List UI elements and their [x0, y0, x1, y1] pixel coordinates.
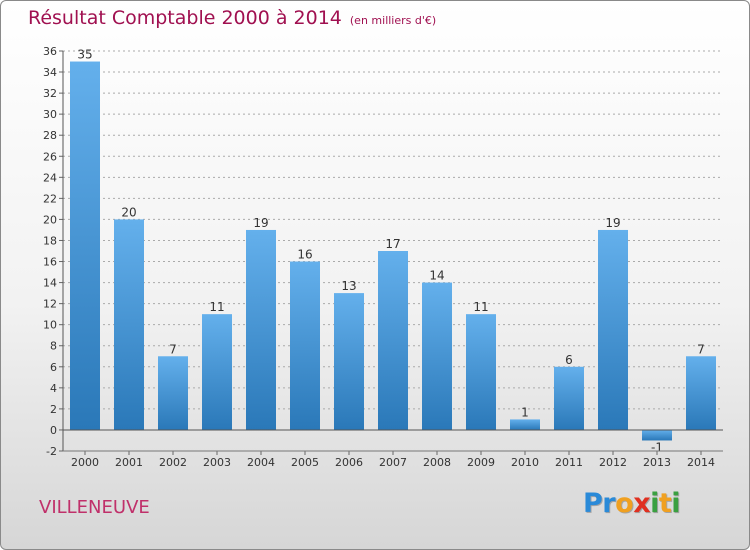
y-tick-label: 24	[43, 171, 57, 184]
logo-letter: t	[658, 488, 672, 519]
x-tick-label: 2014	[687, 456, 715, 469]
bar	[422, 282, 452, 430]
data-label: 20	[121, 205, 136, 219]
bar	[290, 261, 320, 430]
x-tick-label: 2008	[423, 456, 451, 469]
bar	[598, 229, 628, 430]
x-tick-label: 2007	[379, 456, 407, 469]
logo-letter: r	[602, 488, 616, 519]
y-tick-label: 32	[43, 87, 57, 100]
chart-title: Résultat Comptable 2000 à 2014	[28, 7, 342, 29]
y-tick-label: 14	[43, 277, 57, 290]
data-label: 1	[521, 405, 529, 419]
y-tick-label: 30	[43, 108, 57, 121]
bar	[642, 429, 672, 441]
x-tick-label: 2010	[511, 456, 539, 469]
location-label: VILLENEUVE	[39, 497, 150, 518]
bar	[202, 314, 232, 430]
y-tick-label: 2	[50, 403, 57, 416]
y-tick-label: 22	[43, 192, 57, 205]
data-label: 11	[209, 300, 224, 314]
data-label: 19	[605, 216, 620, 230]
data-label: 13	[341, 279, 356, 293]
logo-letter: o	[615, 488, 634, 519]
logo-letter: x	[633, 488, 651, 519]
x-tick-label: 2000	[71, 456, 99, 469]
bar	[70, 61, 100, 430]
logo-letter: P	[583, 488, 603, 519]
bar	[246, 229, 276, 430]
y-tick-label: 26	[43, 150, 57, 163]
x-tick-label: 2006	[335, 456, 363, 469]
y-tick-label: 0	[50, 424, 57, 437]
logo-letter: i	[671, 488, 681, 519]
y-tick-label: 10	[43, 319, 57, 332]
y-tick-label: 16	[43, 256, 57, 269]
data-label: 6	[565, 353, 573, 367]
x-tick-label: 2012	[599, 456, 627, 469]
y-tick-label: 4	[50, 382, 57, 395]
bar	[510, 419, 540, 430]
y-tick-label: 18	[43, 234, 57, 247]
bar	[114, 219, 144, 430]
x-tick-label: 2013	[643, 456, 671, 469]
y-tick-label: -2	[46, 445, 57, 458]
data-label: 14	[429, 269, 444, 283]
data-label: 7	[697, 342, 705, 356]
x-tick-label: 2003	[203, 456, 231, 469]
x-tick-label: 2011	[555, 456, 583, 469]
chart-unit: (en milliers d'€)	[349, 14, 437, 27]
x-tick-label: 2005	[291, 456, 319, 469]
data-label: 17	[385, 237, 400, 251]
data-label: 19	[253, 216, 268, 230]
y-tick-label: 36	[43, 45, 57, 58]
bar	[686, 356, 716, 430]
data-label: 11	[473, 300, 488, 314]
y-tick-label: 34	[43, 66, 57, 79]
y-tick-label: 6	[50, 361, 57, 374]
y-tick-label: 8	[50, 340, 57, 353]
proxiti-logo[interactable]: Proxiti	[583, 488, 681, 519]
x-tick-label: 2004	[247, 456, 275, 469]
x-tick-label: 2001	[115, 456, 143, 469]
data-label: -1	[651, 440, 663, 454]
bar	[378, 251, 408, 430]
y-tick-label: 28	[43, 129, 57, 142]
y-tick-label: 12	[43, 298, 57, 311]
y-tick-label: 20	[43, 213, 57, 226]
data-label: 35	[77, 48, 92, 62]
chart-title-block: Résultat Comptable 2000 à 2014 (en millie…	[28, 7, 436, 29]
logo-letter: i	[650, 488, 659, 519]
data-label: 7	[169, 342, 177, 356]
x-tick-label: 2009	[467, 456, 495, 469]
bar	[334, 293, 364, 430]
bar	[158, 356, 188, 430]
data-label: 16	[297, 248, 312, 262]
x-tick-label: 2002	[159, 456, 187, 469]
bar	[554, 366, 584, 430]
bar	[466, 314, 496, 430]
